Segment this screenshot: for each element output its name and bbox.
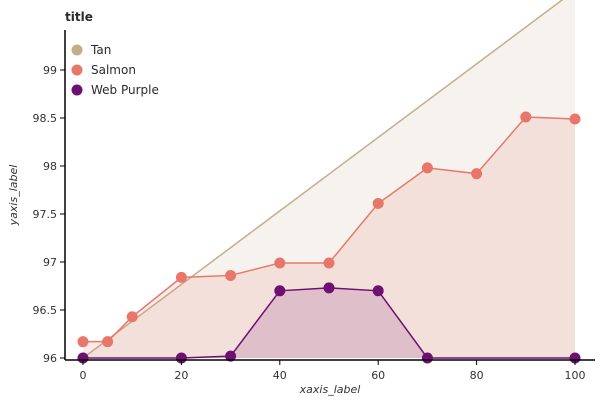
data-point-web-purple [225,350,237,362]
x-tick-label: 40 [273,369,287,382]
data-point-web-purple [323,282,335,294]
y-tick-label: 98.5 [33,112,58,125]
legend-swatch-tan [71,44,83,56]
y-tick-label: 97 [43,256,57,269]
data-point-salmon [225,269,237,281]
legend-label-salmon: Salmon [91,63,136,77]
y-tick-label: 96 [43,352,57,365]
data-point-web-purple [274,285,286,297]
data-point-salmon [102,336,114,348]
legend-label-tan: Tan [90,43,111,57]
x-tick-label: 0 [80,369,87,382]
data-point-salmon [126,311,138,323]
plot-area [77,0,581,364]
series-area-salmon [83,117,575,358]
data-point-salmon [569,113,581,125]
legend: Tan Salmon Web Purple [71,43,159,97]
y-axis-ticks: 96 96.5 97 97.5 98 98.5 99 [33,64,65,365]
data-point-salmon [421,162,433,174]
x-axis-ticks: 0 20 40 60 80 100 [80,360,586,382]
data-point-salmon [175,271,187,283]
x-tick-label: 80 [470,369,484,382]
x-tick-label: 100 [565,369,586,382]
legend-swatch-web-purple [71,84,83,96]
data-point-salmon [520,111,532,123]
data-point-salmon [323,257,335,269]
data-point-web-purple [421,352,433,364]
y-axis-label: yaxis_label [7,165,20,227]
x-axis-label: xaxis_label [299,383,361,396]
data-point-salmon [471,168,483,180]
data-point-salmon [77,336,89,348]
y-tick-label: 98 [43,160,57,173]
data-point-salmon [372,197,384,209]
y-tick-label: 99 [43,64,57,77]
y-tick-label: 96.5 [33,304,58,317]
series-area-web-purple [83,287,575,358]
series-line-tan [82,0,564,359]
series-line-web-purple [83,287,575,359]
legend-label-web-purple: Web Purple [91,83,159,97]
data-point-web-purple [372,285,384,297]
series-line-salmon [83,116,576,343]
legend-swatch-salmon [71,64,83,76]
chart-title: title [65,10,93,24]
y-tick-label: 97.5 [33,208,58,221]
data-point-salmon [274,257,286,269]
x-tick-label: 20 [174,369,188,382]
x-tick-label: 60 [371,369,385,382]
series-area-tan [83,0,575,358]
